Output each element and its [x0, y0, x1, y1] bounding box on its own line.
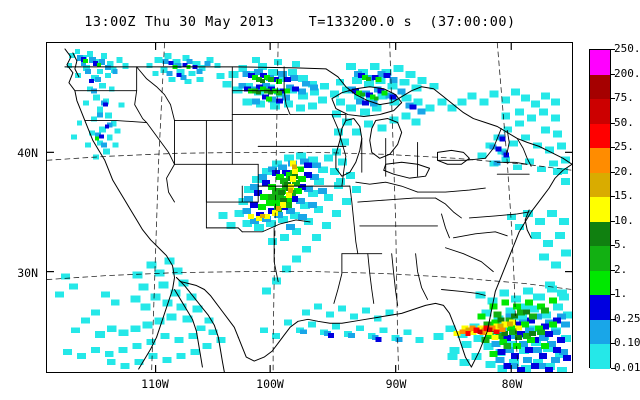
- colorbar-tick-label: 250.: [614, 42, 640, 55]
- colorbar-band: [590, 172, 610, 198]
- colorbar-tick-label: 50.: [614, 115, 634, 129]
- colorbar-band: [590, 148, 610, 173]
- x-tick-label-110w: 110W: [141, 377, 169, 391]
- colorbar-tick-mark: [611, 318, 615, 320]
- colorbar-tick-label: 5.: [614, 238, 628, 252]
- colorbar-band: [590, 344, 610, 369]
- colorbar-tick-mark: [611, 269, 615, 271]
- precip-field: [54, 48, 572, 372]
- colorbar-band: [590, 50, 610, 75]
- precipitation-map: [47, 43, 572, 372]
- y-tick-label-40n: 40N: [17, 146, 38, 160]
- colorbar-tick-label: 200.: [614, 66, 640, 80]
- colorbar-band: [590, 295, 610, 320]
- colorbar-tick-label: 2.: [614, 262, 628, 276]
- colorbar-tick-mark: [611, 245, 615, 247]
- colorbar-band: [590, 74, 610, 100]
- colorbar-tick-label: 0.10: [614, 336, 640, 350]
- colorbar-tick-mark: [611, 294, 615, 296]
- colorbar-tick-mark: [611, 196, 615, 198]
- map-plot-area[interactable]: [46, 42, 573, 373]
- colorbar-tick-mark: [611, 122, 615, 124]
- colorbar-band: [590, 270, 610, 296]
- axis-tick-marks: [47, 43, 572, 372]
- colorbar-tick-label: 25.: [614, 140, 634, 154]
- colorbar-tick-label: 20.: [614, 164, 634, 178]
- colorbar-tick-mark: [611, 220, 615, 222]
- colorbar-tick-label: 15.: [614, 189, 634, 203]
- colorbar-tick-mark: [611, 73, 615, 75]
- colorbar-band: [590, 99, 610, 124]
- colorbar-tick-label: 1.: [614, 287, 628, 301]
- y-tick-label-30n: 30N: [17, 266, 38, 280]
- colorbar-tick-label: 0.25: [614, 311, 640, 325]
- colorbar-band: [590, 319, 610, 345]
- colorbar-tick-mark: [611, 171, 615, 173]
- x-tick-label-100w: 100W: [256, 377, 284, 391]
- colorbar-tick-label: 75.: [614, 91, 634, 105]
- x-tick-label-90w: 90W: [385, 377, 407, 391]
- figure-title: 13:00Z Thu 30 May 2013 T=133200.0 s (37:…: [84, 14, 516, 30]
- colorbar-tick-mark: [611, 98, 615, 100]
- precipitation-colorbar[interactable]: [589, 49, 611, 369]
- colorbar-tick-label: 10.: [614, 213, 634, 227]
- colorbar-band: [590, 221, 610, 247]
- colorbar-band: [590, 123, 610, 149]
- colorbar-tick-mark: [611, 49, 615, 50]
- colorbar-band: [590, 246, 610, 271]
- colorbar-band: [590, 197, 610, 222]
- colorbar-tick-mark: [611, 343, 615, 345]
- map-geography: [47, 43, 572, 372]
- x-tick-label-80w: 80W: [501, 377, 523, 391]
- colorbar-tick-mark: [611, 147, 615, 149]
- colorbar-tick-mark: [611, 368, 615, 369]
- colorbar-tick-label: 0.01: [614, 361, 640, 374]
